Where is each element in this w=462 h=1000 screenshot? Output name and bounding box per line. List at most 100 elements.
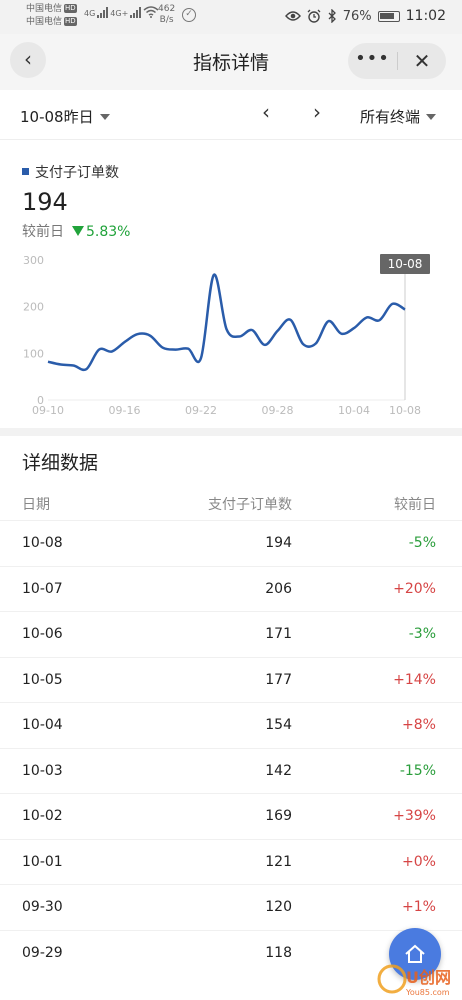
row-date: 10-02 — [22, 808, 63, 824]
row-date: 10-03 — [22, 762, 63, 779]
table-row: 10-05 177 +14% — [0, 656, 462, 702]
y-tick-label: 200 — [23, 301, 44, 314]
watermark-subtext: You85.com — [405, 988, 450, 997]
signal-icons: 4G 4G+ — [84, 6, 159, 18]
hd-badge: HD — [64, 4, 77, 13]
y-tick-label: 100 — [23, 347, 44, 360]
x-tick-label: 09-28 — [262, 404, 294, 417]
net-speed: 462 B/s — [158, 4, 175, 26]
x-tick-label: 10-08 — [389, 404, 421, 417]
row-value: 206 — [265, 580, 292, 597]
header-change: 较前日 — [394, 497, 436, 513]
terminal-selector[interactable]: 所有终端 — [360, 106, 436, 127]
row-change: +0% — [402, 853, 436, 870]
terminal-selector-label: 所有终端 — [359, 108, 420, 126]
eye-icon — [284, 11, 301, 21]
filter-toolbar: 10-08昨日 ‹ › 所有终端 — [0, 90, 462, 140]
home-icon — [405, 944, 425, 963]
table-row: 09-30 120 +1% — [0, 884, 462, 929]
clock-time: 11:02 — [405, 8, 446, 24]
y-tick-label: 0 — [37, 394, 44, 407]
back-button[interactable]: ‹ — [10, 42, 46, 78]
capsule-divider — [397, 52, 398, 70]
row-change: -3% — [408, 626, 436, 642]
x-tick-label: 09-16 — [109, 404, 141, 417]
row-change: +14% — [393, 671, 436, 688]
row-value: 194 — [265, 535, 292, 551]
caret-down-icon — [99, 114, 110, 120]
close-button[interactable]: ✕ — [398, 43, 446, 79]
row-date: 10-04 — [22, 717, 63, 733]
carrier-info: 中国电信 HD 中国电信 HD — [26, 3, 77, 29]
home-button[interactable] — [389, 928, 441, 980]
date-selector[interactable]: 10-08昨日 — [20, 106, 110, 127]
header-date: 日期 — [22, 497, 50, 513]
net-type-2: 4G+ — [110, 9, 129, 18]
net-type-1: 4G — [84, 9, 96, 18]
row-value: 142 — [265, 762, 292, 779]
row-change: +20% — [393, 580, 436, 597]
row-value: 154 — [265, 717, 292, 733]
prev-day-button[interactable]: ‹ — [254, 100, 278, 124]
status-right: 76% 11:02 — [284, 8, 446, 24]
section-divider — [0, 428, 462, 436]
check-circle-icon: ✓ — [182, 8, 196, 22]
chevron-left-icon: ‹ — [24, 47, 32, 71]
x-tick-label: 09-10 — [32, 404, 64, 417]
bluetooth-icon — [328, 9, 336, 23]
row-change: +39% — [393, 808, 436, 824]
carrier-1: 中国电信 — [26, 4, 63, 14]
watermark-logo: U创网 You85.com — [377, 964, 451, 997]
net-speed-value: 462 — [158, 4, 176, 14]
nav-bar: ‹ 指标详情 ••• ✕ — [0, 34, 462, 90]
net-speed-unit: B/s — [159, 15, 174, 25]
metric-compare: 较前日 5.83% — [22, 221, 130, 241]
chevron-right-icon: › — [313, 100, 321, 124]
row-date: 10-05 — [22, 671, 63, 688]
series-color-icon — [22, 168, 29, 175]
table-row: 10-02 169 +39% — [0, 793, 462, 838]
compare-percent: 5.83% — [86, 224, 131, 240]
row-value: 177 — [265, 671, 292, 688]
more-button[interactable]: ••• — [348, 43, 397, 79]
row-value: 169 — [265, 808, 292, 824]
watermark-text: U创网 — [406, 968, 451, 987]
signal-bars-icon — [130, 7, 142, 18]
row-date: 10-07 — [22, 580, 63, 597]
more-dots-icon: ••• — [355, 48, 390, 69]
close-icon: ✕ — [413, 49, 431, 73]
row-value: 121 — [265, 853, 292, 870]
metric-name-label: 支付子订单数 — [35, 165, 119, 181]
metric-value: 194 — [22, 188, 68, 216]
next-day-button[interactable]: › — [305, 100, 329, 124]
tooltip-label: 10-08 — [388, 257, 423, 271]
signal-bars-icon — [97, 7, 109, 18]
trend-chart[interactable]: 0 100 200 300 09-10 09-16 09-22 09-28 10-04 10-08… — [0, 250, 462, 422]
x-tick-label: 09-22 — [185, 404, 217, 417]
battery-percent: 76% — [342, 8, 372, 24]
row-date: 10-01 — [22, 853, 63, 870]
down-arrow-icon — [72, 226, 84, 236]
tooltip-box — [380, 254, 430, 274]
row-change: -5% — [408, 535, 436, 551]
table-row: 10-08 194 -5% — [0, 520, 462, 565]
table-row: 10-07 206 +20% — [0, 565, 462, 611]
battery-icon — [377, 10, 400, 22]
caret-down-icon — [426, 114, 436, 120]
row-date: 09-29 — [22, 944, 63, 961]
series-line — [47, 273, 406, 372]
compare-label: 较前日 — [22, 224, 64, 240]
y-tick-label: 300 — [23, 254, 44, 267]
table-row: 10-04 154 +8% — [0, 702, 462, 747]
table-header: 日期 支付子订单数 较前日 — [0, 486, 462, 520]
header-value: 支付子订单数 — [208, 497, 292, 513]
alarm-icon — [307, 9, 321, 23]
date-selector-label: 10-08昨日 — [20, 108, 94, 126]
row-value: 120 — [265, 899, 292, 915]
row-value: 171 — [265, 626, 292, 642]
table-row: 09-29 118 — [0, 929, 462, 975]
x-tick-label: 10-04 — [338, 404, 370, 417]
detail-section-title: 详细数据 — [22, 452, 99, 474]
row-date: 10-06 — [22, 626, 63, 642]
chevron-left-icon: ‹ — [262, 100, 270, 124]
